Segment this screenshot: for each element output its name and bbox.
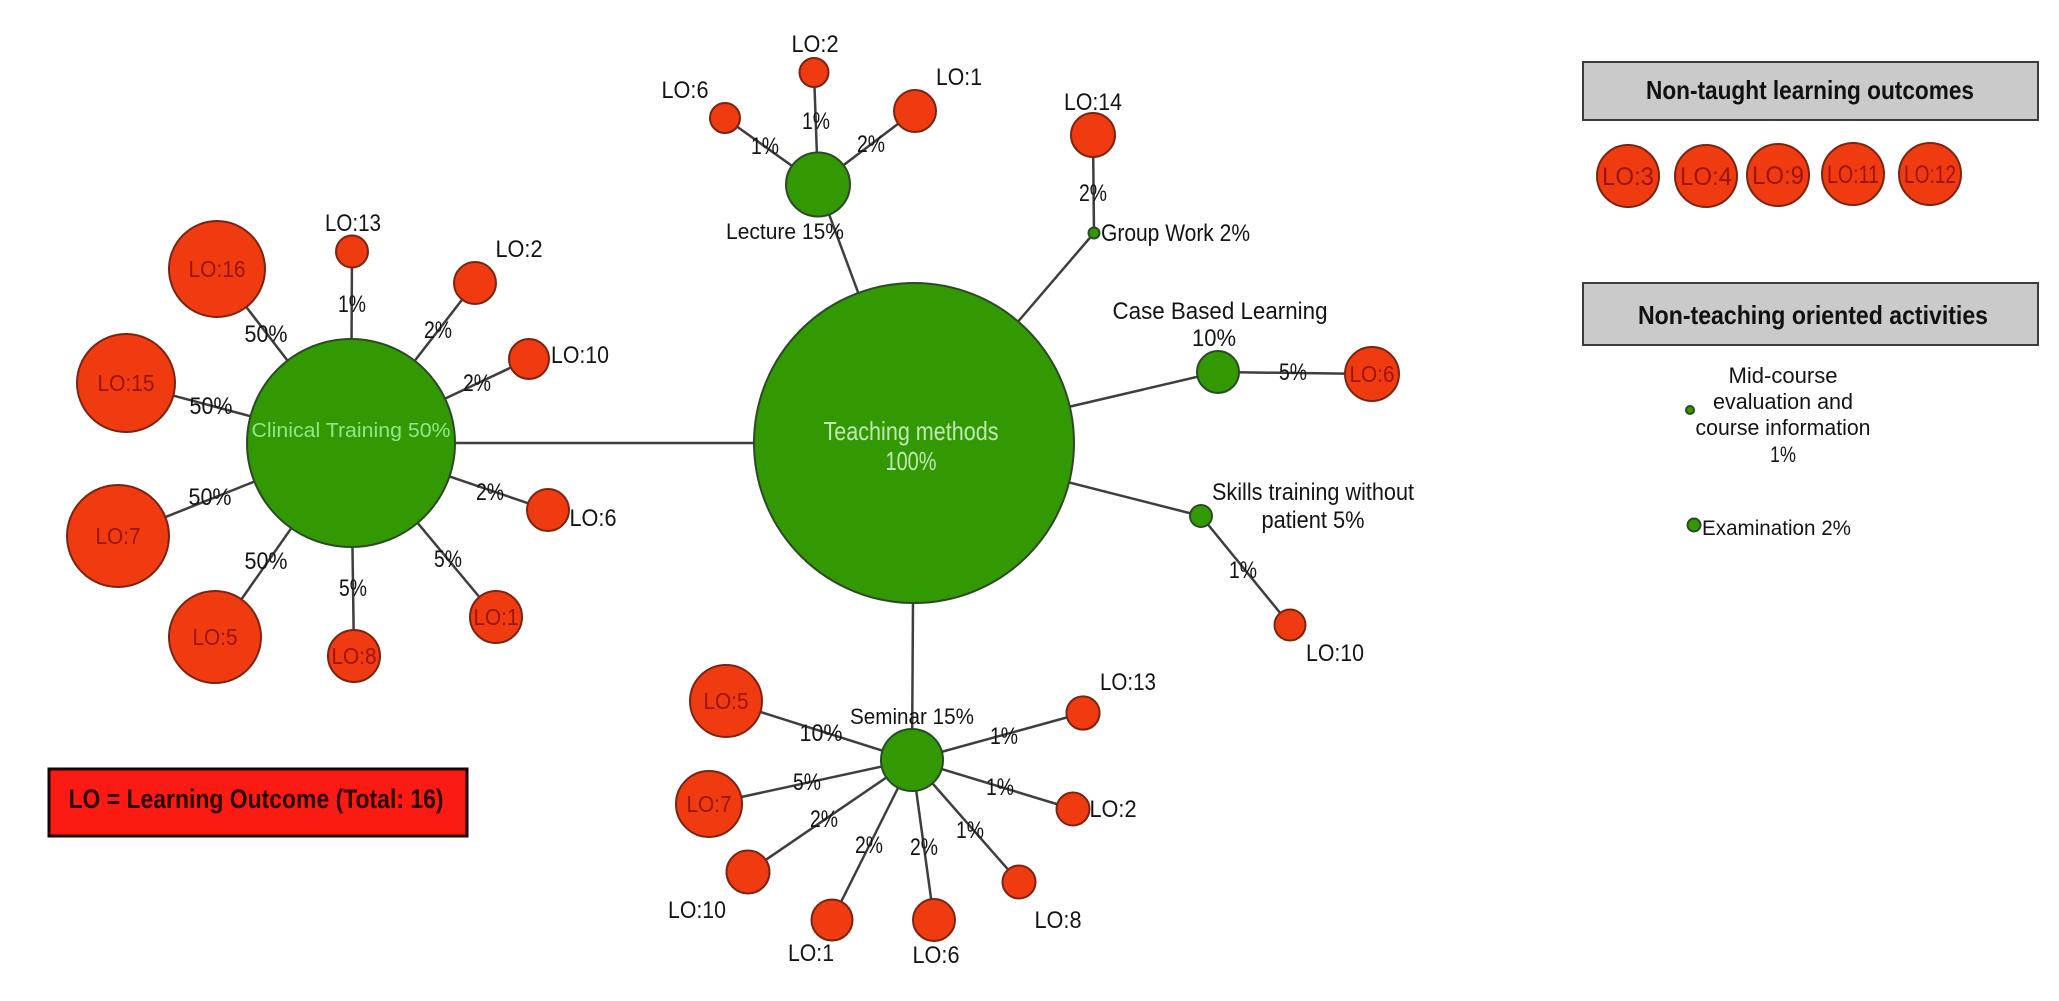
svg-text:Skills training without: Skills training without [1212,479,1414,506]
svg-text:50%: 50% [245,548,288,575]
svg-text:LO:6: LO:6 [570,505,617,532]
svg-text:Lecture 15%: Lecture 15% [726,219,844,244]
svg-text:LO:2: LO:2 [792,31,839,58]
svg-text:LO:10: LO:10 [668,897,726,924]
svg-text:patient 5%: patient 5% [1262,507,1365,534]
svg-text:1%: 1% [956,817,984,844]
svg-text:1%: 1% [990,723,1018,750]
svg-text:1%: 1% [1229,557,1257,584]
svg-text:Mid-course: Mid-course [1729,363,1838,388]
svg-text:100%: 100% [886,446,937,476]
svg-text:50%: 50% [190,393,233,420]
svg-text:LO:13: LO:13 [1100,669,1156,696]
svg-text:LO:5: LO:5 [704,688,749,714]
svg-text:2%: 2% [463,370,491,397]
svg-text:1%: 1% [1770,442,1796,467]
svg-text:LO:1: LO:1 [788,940,834,967]
svg-text:10%: 10% [1192,325,1236,352]
svg-text:LO = Learning Outcome (Total:: LO = Learning Outcome (Total: 16) [69,784,444,814]
svg-text:LO:1: LO:1 [474,604,519,630]
svg-text:2%: 2% [910,834,938,861]
svg-text:LO:16: LO:16 [189,256,246,282]
svg-text:Seminar 15%: Seminar 15% [850,704,974,729]
svg-text:LO:9: LO:9 [1752,162,1804,190]
svg-text:LO:12: LO:12 [1904,161,1956,189]
svg-text:Clinical Training 50%: Clinical Training 50% [252,420,451,442]
svg-text:5%: 5% [339,575,367,602]
svg-text:Case Based Learning: Case Based Learning [1113,298,1328,325]
svg-text:LO:2: LO:2 [1090,796,1137,823]
svg-text:Teaching methods: Teaching methods [824,416,999,446]
svg-text:LO:1: LO:1 [936,64,982,91]
svg-text:LO:8: LO:8 [1035,907,1082,934]
svg-text:Examination 2%: Examination 2% [1702,517,1851,540]
svg-text:1%: 1% [802,108,830,135]
svg-text:5%: 5% [793,769,821,796]
svg-text:2%: 2% [424,317,452,344]
svg-text:LO:10: LO:10 [1306,640,1364,667]
svg-text:LO:11: LO:11 [1827,161,1879,189]
svg-text:course information: course information [1696,415,1871,440]
svg-text:5%: 5% [1279,359,1307,386]
svg-text:LO:3: LO:3 [1602,163,1654,191]
svg-text:Group Work 2%: Group Work 2% [1101,220,1250,247]
svg-text:50%: 50% [245,321,288,348]
svg-text:Non-teaching oriented activiti: Non-teaching oriented activities [1638,300,1988,330]
svg-text:LO:7: LO:7 [687,791,732,817]
svg-text:Non-taught learning outcomes: Non-taught learning outcomes [1646,75,1974,105]
svg-text:LO:2: LO:2 [496,236,543,263]
svg-text:2%: 2% [1079,180,1107,207]
svg-text:LO:6: LO:6 [1350,361,1395,387]
svg-text:LO:13: LO:13 [325,210,381,237]
svg-text:2%: 2% [855,832,883,859]
svg-text:evaluation and: evaluation and [1713,389,1853,414]
svg-text:LO:8: LO:8 [332,643,377,669]
svg-text:LO:15: LO:15 [98,370,155,396]
svg-text:LO:14: LO:14 [1064,89,1122,116]
svg-text:1%: 1% [986,774,1014,801]
svg-text:2%: 2% [476,479,504,506]
svg-text:1%: 1% [751,133,779,160]
svg-text:10%: 10% [800,720,843,747]
svg-text:2%: 2% [857,131,885,158]
svg-text:LO:7: LO:7 [96,523,141,549]
svg-text:5%: 5% [434,546,462,573]
svg-text:LO:4: LO:4 [1680,163,1732,191]
svg-text:LO:6: LO:6 [913,942,960,969]
svg-text:LO:10: LO:10 [551,342,609,369]
svg-text:50%: 50% [189,484,232,511]
svg-text:1%: 1% [338,291,366,318]
svg-text:LO:5: LO:5 [193,624,238,650]
svg-text:2%: 2% [810,806,838,833]
svg-text:LO:6: LO:6 [662,77,709,104]
